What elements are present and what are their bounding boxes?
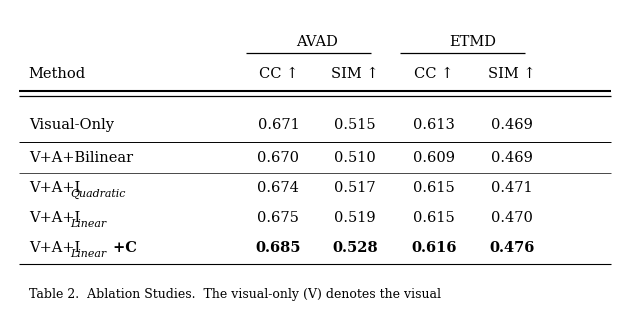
Text: Linear: Linear xyxy=(70,219,106,229)
Text: 0.469: 0.469 xyxy=(491,151,533,165)
Text: CC ↑: CC ↑ xyxy=(259,67,298,81)
Text: 0.674: 0.674 xyxy=(257,181,300,195)
Text: CC ↑: CC ↑ xyxy=(414,67,454,81)
Text: 0.609: 0.609 xyxy=(413,151,455,165)
Text: 0.510: 0.510 xyxy=(334,151,376,165)
Text: 0.469: 0.469 xyxy=(491,118,533,132)
Text: 0.685: 0.685 xyxy=(255,241,301,255)
Text: 0.615: 0.615 xyxy=(413,181,455,195)
Text: 0.476: 0.476 xyxy=(490,241,534,255)
Text: 0.615: 0.615 xyxy=(413,211,455,225)
Text: 0.670: 0.670 xyxy=(257,151,300,165)
Text: 0.613: 0.613 xyxy=(413,118,455,132)
Text: V+A+I: V+A+I xyxy=(29,241,80,255)
Text: ETMD: ETMD xyxy=(449,36,496,49)
Text: SIM ↑: SIM ↑ xyxy=(488,67,536,81)
Text: Method: Method xyxy=(29,67,86,81)
Text: AVAD: AVAD xyxy=(296,36,338,49)
Text: V+A+I: V+A+I xyxy=(29,181,80,195)
Text: Table 2.  Ablation Studies.  The visual-only (V) denotes the visual: Table 2. Ablation Studies. The visual-on… xyxy=(29,288,441,301)
Text: 0.517: 0.517 xyxy=(334,181,376,195)
Text: 0.470: 0.470 xyxy=(491,211,533,225)
Text: 0.528: 0.528 xyxy=(332,241,378,255)
Text: +C: +C xyxy=(108,241,137,255)
Text: 0.671: 0.671 xyxy=(257,118,300,132)
Text: 0.515: 0.515 xyxy=(334,118,376,132)
Text: 0.616: 0.616 xyxy=(411,241,457,255)
Text: 0.519: 0.519 xyxy=(334,211,376,225)
Text: Linear: Linear xyxy=(70,249,106,259)
Text: Visual-Only: Visual-Only xyxy=(29,118,114,132)
Text: Quadratic: Quadratic xyxy=(70,189,126,199)
Text: 0.471: 0.471 xyxy=(491,181,533,195)
Text: SIM ↑: SIM ↑ xyxy=(332,67,379,81)
Text: 0.675: 0.675 xyxy=(257,211,300,225)
Text: V+A+Bilinear: V+A+Bilinear xyxy=(29,151,133,165)
Text: V+A+I: V+A+I xyxy=(29,211,80,225)
